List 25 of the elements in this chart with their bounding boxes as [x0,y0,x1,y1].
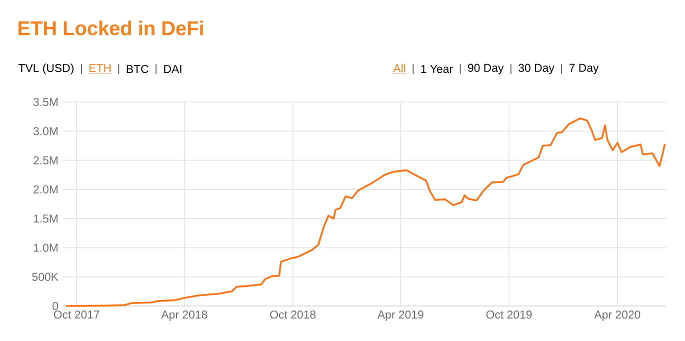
y-tick-label: 500K [32,272,58,281]
text: 7 Day [569,64,599,74]
chart-title: ETH Locked in DeFi [18,20,203,36]
text: 30 Day [518,64,554,74]
y-tick-label: 0 [52,302,58,310]
x-tick-label: Oct 2017 [54,310,100,319]
x-tick-label: Oct 2019 [486,310,532,319]
text: ETH [90,64,111,72]
text: TVL (USD) [18,64,74,74]
text: 90 Day [468,64,504,74]
y-tick-label: 2.0M [34,185,58,194]
y-tick-label: 3.5M [33,98,58,106]
y-tick-label: 1.0M [34,244,58,252]
x-tick-label: Apr 2020 [594,310,640,321]
x-tick-label: Apr 2018 [161,310,208,321]
y-tick-label: 3.0M [33,127,58,136]
line-series [65,117,666,307]
y-tick-label: 2.5M [34,156,58,164]
x-tick-label: Apr 2019 [377,310,424,321]
text: 1 Year [421,65,453,73]
text: DAI [164,65,182,73]
y-tick-label: 1.5M [34,214,58,223]
x-tick-label: Oct 2018 [270,310,316,319]
text: All [393,64,406,72]
text: BTC [126,64,148,74]
